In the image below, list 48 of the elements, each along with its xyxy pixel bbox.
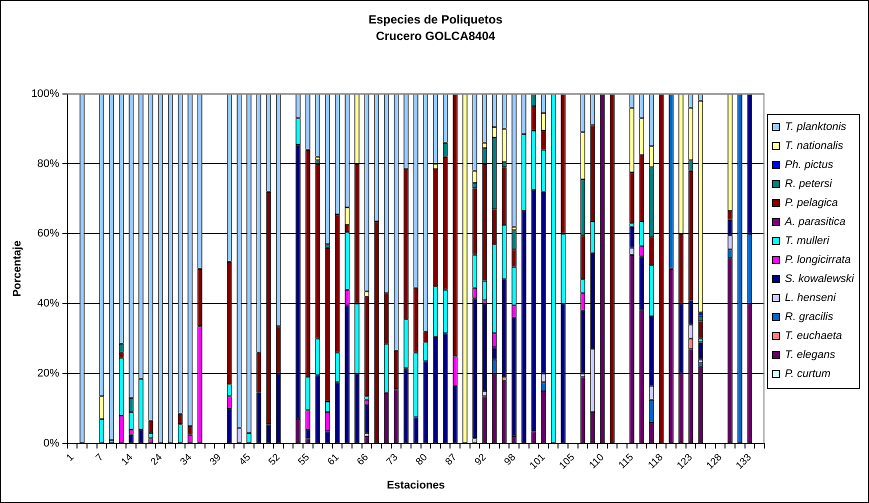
x-tick-label: 110 bbox=[587, 452, 607, 472]
legend-label: P. longicirrata bbox=[784, 254, 851, 266]
x-axis-title: Estaciones bbox=[386, 479, 445, 492]
legend-label: S. kowalewski bbox=[784, 273, 855, 286]
x-tick-label: 92 bbox=[473, 452, 489, 468]
x-tick-label: 7 bbox=[94, 452, 106, 464]
legend-label: A. parasitica bbox=[784, 216, 846, 228]
x-tick-label: 123 bbox=[675, 452, 696, 472]
x-tick-label: 39 bbox=[208, 452, 224, 468]
x-tick-label: 45 bbox=[237, 452, 254, 468]
x-tick-label: 118 bbox=[646, 452, 666, 472]
x-tick-label: 133 bbox=[734, 452, 754, 472]
legend-label: L. henseni bbox=[784, 292, 836, 304]
x-tick-label: 66 bbox=[355, 452, 372, 468]
chart-title: Especies de Poliquetos bbox=[368, 12, 503, 27]
y-tick-label: 0% bbox=[43, 438, 60, 450]
chart-subtitle: Crucero GOLCA8404 bbox=[376, 28, 496, 43]
legend-label: T. mulleri bbox=[784, 235, 830, 248]
legend-label: P. pelagica bbox=[784, 197, 838, 210]
legend-label: Ph. pictus bbox=[784, 159, 834, 172]
x-tick-label: 73 bbox=[384, 452, 401, 468]
y-tick-label: 80% bbox=[37, 158, 60, 170]
x-tick-label: 115 bbox=[616, 452, 636, 472]
y-tick-label: 60% bbox=[37, 228, 60, 240]
legend-label: T. nationalis bbox=[784, 140, 844, 152]
x-tick-label: 61 bbox=[326, 452, 342, 468]
legend-label: T. planktonis bbox=[784, 121, 847, 134]
legend-label: P. curtum bbox=[784, 368, 831, 380]
x-tick-label: 101 bbox=[528, 452, 548, 472]
x-tick-label: 105 bbox=[557, 452, 578, 472]
legend-label: R. gracilis bbox=[784, 311, 834, 324]
x-tick-label: 98 bbox=[502, 452, 518, 468]
y-tick-label: 100% bbox=[31, 88, 60, 100]
x-tick-label: 55 bbox=[296, 452, 312, 468]
x-tick-label: 24 bbox=[149, 452, 165, 468]
x-tick-label: 34 bbox=[178, 452, 194, 468]
x-tick-label: 1 bbox=[64, 452, 77, 464]
x-tick-label: 80 bbox=[414, 452, 430, 468]
x-tick-label: 52 bbox=[266, 452, 283, 468]
legend-label: R. petersi bbox=[784, 178, 833, 190]
y-tick-label: 20% bbox=[37, 368, 60, 380]
legend-label: T. euchaeta bbox=[784, 330, 842, 342]
x-tick-label: 128 bbox=[704, 452, 725, 472]
x-tick-label: 87 bbox=[444, 452, 460, 468]
y-axis-title: Porcentaje bbox=[12, 240, 24, 297]
legend-label: T. elegans bbox=[784, 349, 836, 362]
x-tick-label: 14 bbox=[120, 452, 136, 468]
y-tick-label: 40% bbox=[37, 298, 60, 310]
